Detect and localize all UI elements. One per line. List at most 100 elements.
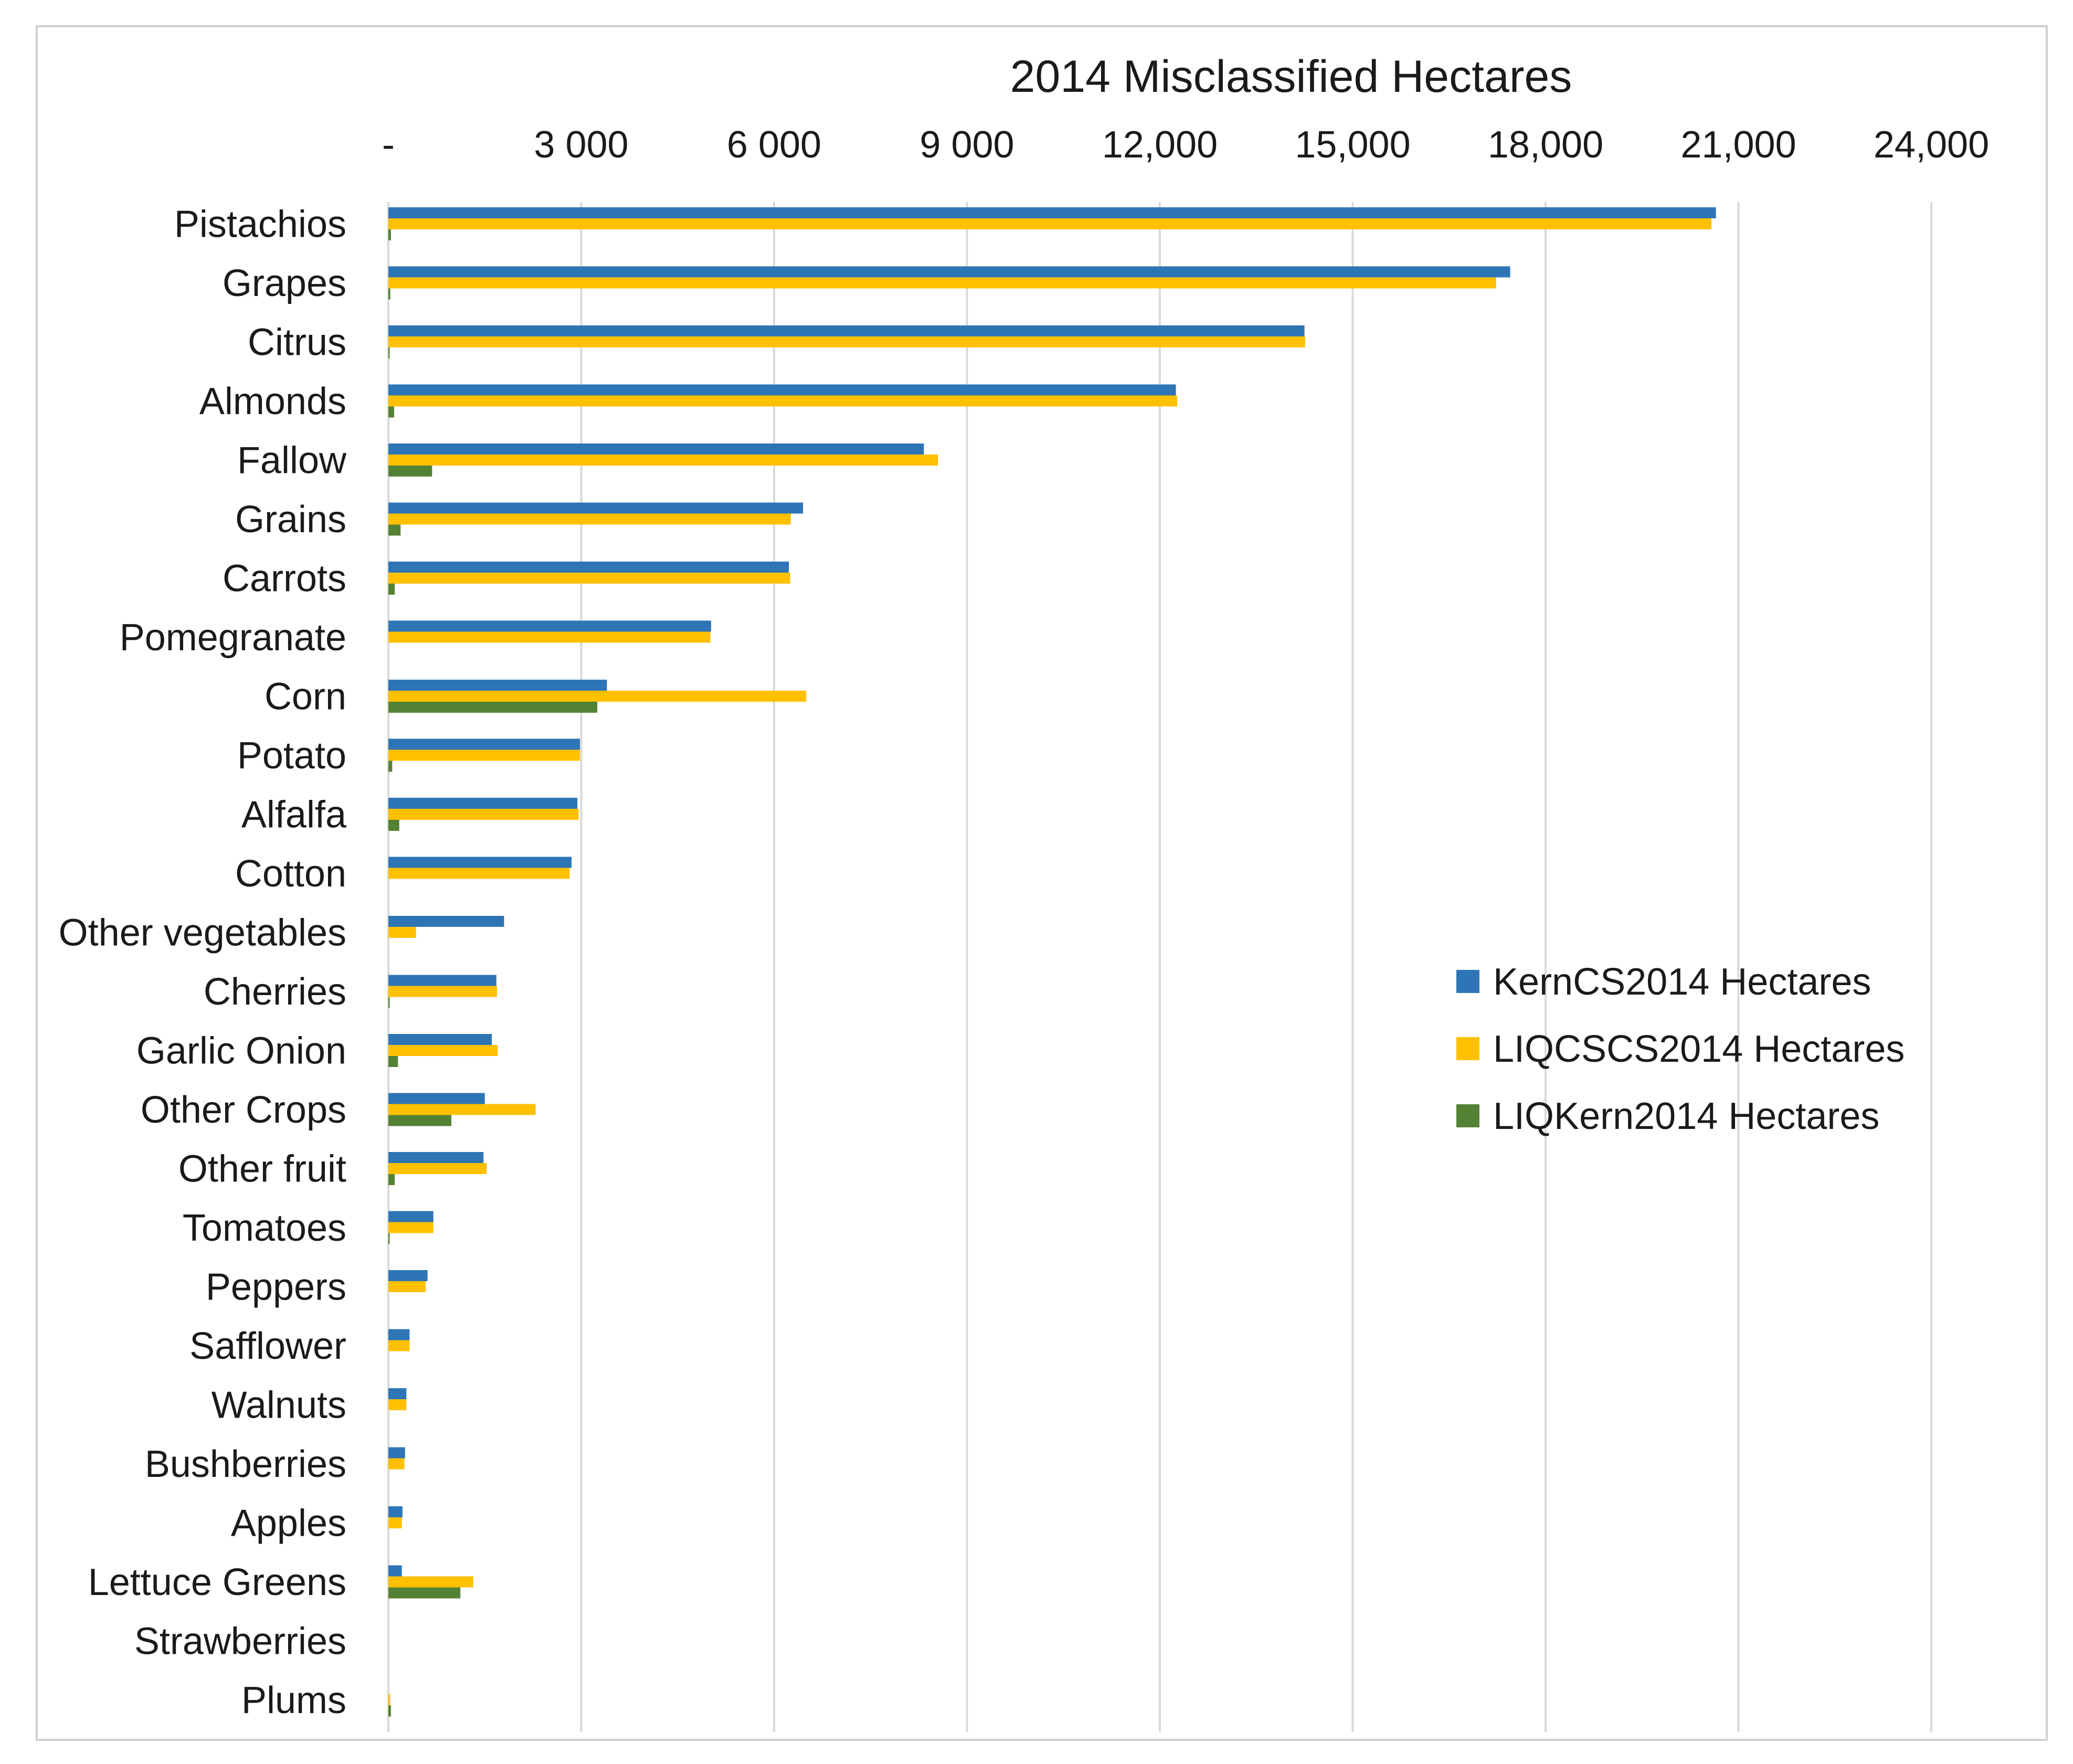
category-label: Strawberries [134,1621,346,1663]
bar-2-bushberries [388,1458,405,1470]
chart-frame [36,25,2048,1741]
category-label: Plums [241,1680,346,1721]
category-label: Fallow [237,440,347,482]
bar-3-tomatoes [388,1233,390,1244]
grid-lines [387,202,1932,1732]
bar-2-other-fruit [388,1163,487,1174]
bar-2-carrots [388,573,790,584]
bar-1-pistachios [388,207,1716,218]
x-tick-label: - [382,124,395,166]
bar-3-citrus [388,347,390,358]
bar-1-tomatoes [388,1211,433,1222]
bar-2-potato [388,749,580,761]
bar-2-grains [388,513,791,525]
bar-3-plums [388,1705,391,1717]
chart-title: 2014 Misclassified Hectares [1010,51,1572,102]
bar-2-walnuts [388,1399,407,1410]
category-label: Cotton [235,853,346,895]
bar-2-corn [388,691,807,702]
x-tick-label: 21,000 [1680,124,1796,166]
category-label: Garlic Onion [136,1030,346,1072]
bar-2-tomatoes [388,1222,433,1233]
bar-1-grains [388,502,803,514]
bar-1-garlic-onion [388,1034,492,1045]
bar-2-plums [388,1694,390,1706]
bar-1-other-vegetables [388,916,504,927]
bar-3-other-crops [388,1115,452,1126]
legend-label: LIQKern2014 Hectares [1493,1095,1879,1137]
bar-3-almonds [388,406,395,418]
x-tick-label: 12,000 [1102,124,1218,166]
legend-swatch [1456,1104,1479,1127]
bar-1-other-fruit [388,1152,484,1163]
category-label: Corn [265,676,346,718]
bar-1-walnuts [388,1388,407,1399]
bar-2-apples [388,1517,402,1528]
bar-1-grapes [388,266,1510,278]
bar-3-pistachios [388,229,391,240]
category-label: Other Crops [141,1089,346,1131]
category-label: Apples [231,1503,346,1545]
x-axis-ticks: - 3 000 6 000 9 000 12,000 15,000 18,000 21,000… [382,124,1989,166]
bar-2-pomegranate [388,631,711,643]
category-label: Carrots [223,558,346,600]
x-tick-label: 18,000 [1488,124,1603,166]
bar-2-cotton [388,868,570,879]
category-label: Alfalfa [241,794,347,836]
x-tick-label: 15,000 [1295,124,1410,166]
bar-2-lettuce-greens [388,1576,473,1588]
bar-1-peppers [388,1270,428,1281]
bar-1-pomegranate [388,620,711,632]
category-label: Bushberries [145,1443,346,1485]
bar-3-lettuce-greens [388,1587,461,1599]
x-tick-label: 9 000 [919,124,1014,166]
category-label: Grains [235,499,346,541]
bar-1-potato [388,738,580,750]
legend-label: LIQCSCS2014 Hectares [1493,1028,1905,1070]
bar-1-other-crops [388,1093,485,1104]
category-label: Cherries [204,971,346,1013]
category-label: Walnuts [211,1385,346,1427]
x-tick-label: 24,000 [1874,124,1989,166]
bar-3-other-fruit [388,1174,395,1185]
bar-2-citrus [388,336,1305,347]
bar-2-other-vegetables [388,927,416,938]
bar-1-safflower [388,1329,410,1340]
bar-2-almonds [388,395,1178,407]
category-label: Other fruit [178,1148,346,1190]
bar-1-cotton [388,857,572,868]
bar-3-corn [388,702,598,713]
bar-1-alfalfa [388,798,578,809]
x-tick-label: 3 000 [534,124,628,166]
bar-2-grapes [388,277,1496,289]
category-label: Peppers [206,1266,346,1308]
category-label: Tomatoes [183,1207,346,1249]
bar-1-bushberries [388,1447,405,1459]
bar-1-citrus [388,325,1305,336]
legend-swatch [1456,1037,1479,1060]
category-label: Almonds [199,381,346,422]
legend: KernCS2014 Hectares LIQCSCS2014 Hectares L… [1456,961,1905,1137]
bar-1-fallow [388,443,924,455]
bar-2-cherries [388,986,498,997]
bar-2-garlic-onion [388,1045,498,1056]
category-label: Lettuce Greens [88,1561,346,1603]
x-tick-label: 6 000 [727,124,821,166]
category-label: Potato [237,735,346,777]
bar-2-other-crops [388,1104,536,1115]
category-label: Pistachios [174,204,346,246]
bar-3-fallow [388,466,432,477]
bar-2-fallow [388,455,938,466]
bar-3-potato [388,760,393,772]
bars [388,207,1716,1717]
bar-1-corn [388,680,607,691]
bar-3-carrots [388,584,395,595]
category-label: Pomegranate [120,617,346,659]
bar-2-peppers [388,1281,426,1292]
category-labels: Pistachios Grapes Citrus Almonds Fallow Grain… [59,204,347,1722]
legend-swatch [1456,970,1479,993]
category-label: Safflower [189,1325,346,1367]
bar-3-grains [388,524,401,536]
bar-3-alfalfa [388,820,399,831]
